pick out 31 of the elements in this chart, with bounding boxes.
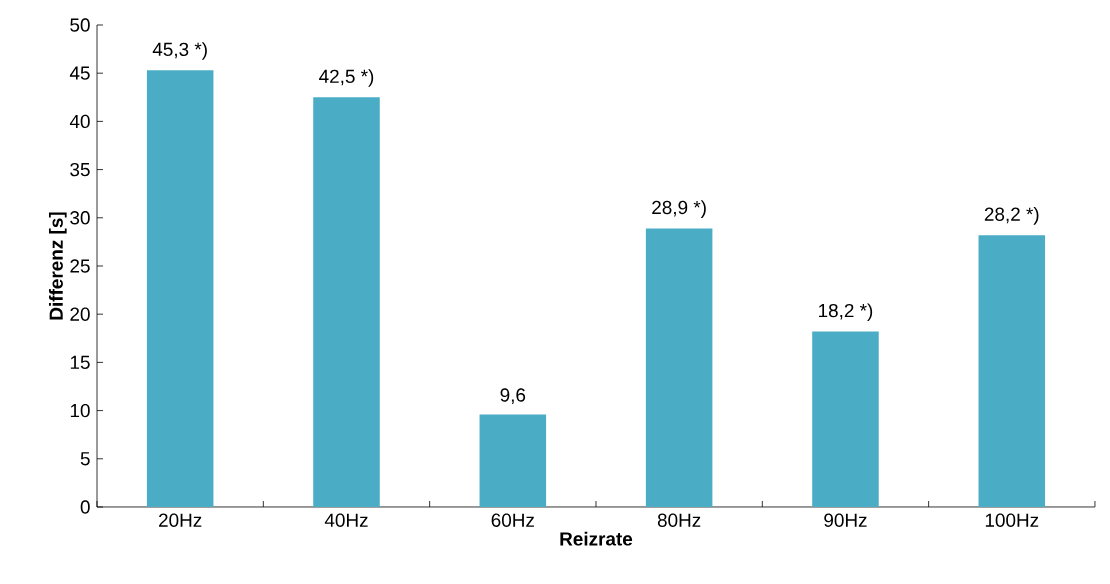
data-label: 42,5 *) bbox=[319, 69, 374, 87]
bar bbox=[479, 414, 547, 507]
data-label: 28,2 *) bbox=[984, 206, 1039, 225]
data-label: 28,9 *) bbox=[652, 200, 706, 218]
bar bbox=[978, 235, 1046, 507]
x-tick-label: 20Hz bbox=[159, 513, 202, 527]
data-label: 18,2 *) bbox=[819, 303, 873, 322]
y-tick-label: 50 bbox=[70, 18, 90, 32]
y-tick-label: 30 bbox=[70, 211, 90, 225]
x-axis-title: Reizrate bbox=[560, 531, 633, 546]
y-tick-label: 45 bbox=[69, 66, 90, 80]
y-tick-label: 35 bbox=[70, 162, 90, 177]
data-label: 9,6 bbox=[500, 388, 526, 404]
y-tick-label: 0 bbox=[80, 500, 90, 514]
y-tick-label: 40 bbox=[69, 114, 90, 129]
x-tick-label: 40Hz bbox=[324, 513, 368, 527]
x-tick-label: 100Hz bbox=[985, 513, 1039, 527]
bar bbox=[812, 331, 879, 507]
bar bbox=[313, 97, 380, 507]
x-tick-label: 80Hz bbox=[657, 513, 701, 527]
data-label: 45,3 *) bbox=[152, 42, 207, 60]
y-tick-label: 15 bbox=[70, 355, 90, 369]
bar bbox=[645, 228, 713, 507]
bar bbox=[146, 70, 214, 507]
y-tick-label: 10 bbox=[70, 403, 90, 418]
y-tick-label: 20 bbox=[70, 307, 90, 321]
x-tick-label: 90Hz bbox=[824, 513, 867, 527]
y-tick-label: 5 bbox=[80, 452, 90, 466]
y-tick-label: 25 bbox=[70, 259, 90, 273]
x-tick-label: 60Hz bbox=[491, 513, 534, 527]
y-axis-title: Differenz [s] bbox=[48, 212, 67, 320]
